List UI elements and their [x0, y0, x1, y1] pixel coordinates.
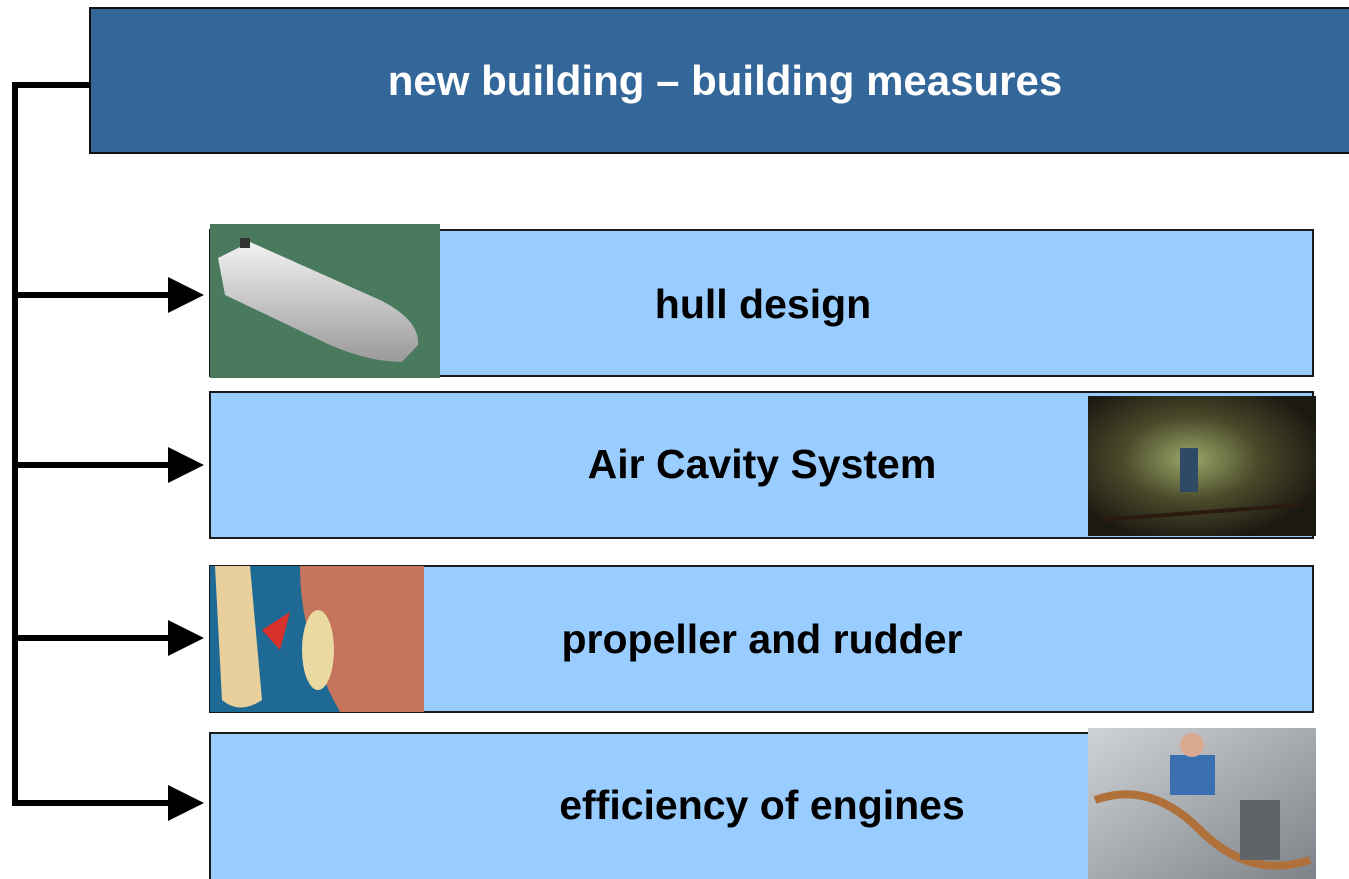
engine-image	[1088, 728, 1316, 879]
item-label: hull design	[655, 281, 871, 327]
diagram: new building – building measures hull de…	[0, 0, 1349, 879]
connectors	[15, 85, 198, 806]
hull-image	[210, 224, 440, 378]
item-label: propeller and rudder	[562, 616, 963, 662]
propeller-image	[210, 566, 424, 712]
air-cavity-image	[1088, 396, 1316, 536]
page: {"header": {"title": "new building – bui…	[0, 0, 1349, 879]
item-label: Air Cavity System	[588, 441, 937, 487]
item-label: efficiency of engines	[559, 782, 965, 828]
header-title: new building – building measures	[388, 57, 1062, 104]
